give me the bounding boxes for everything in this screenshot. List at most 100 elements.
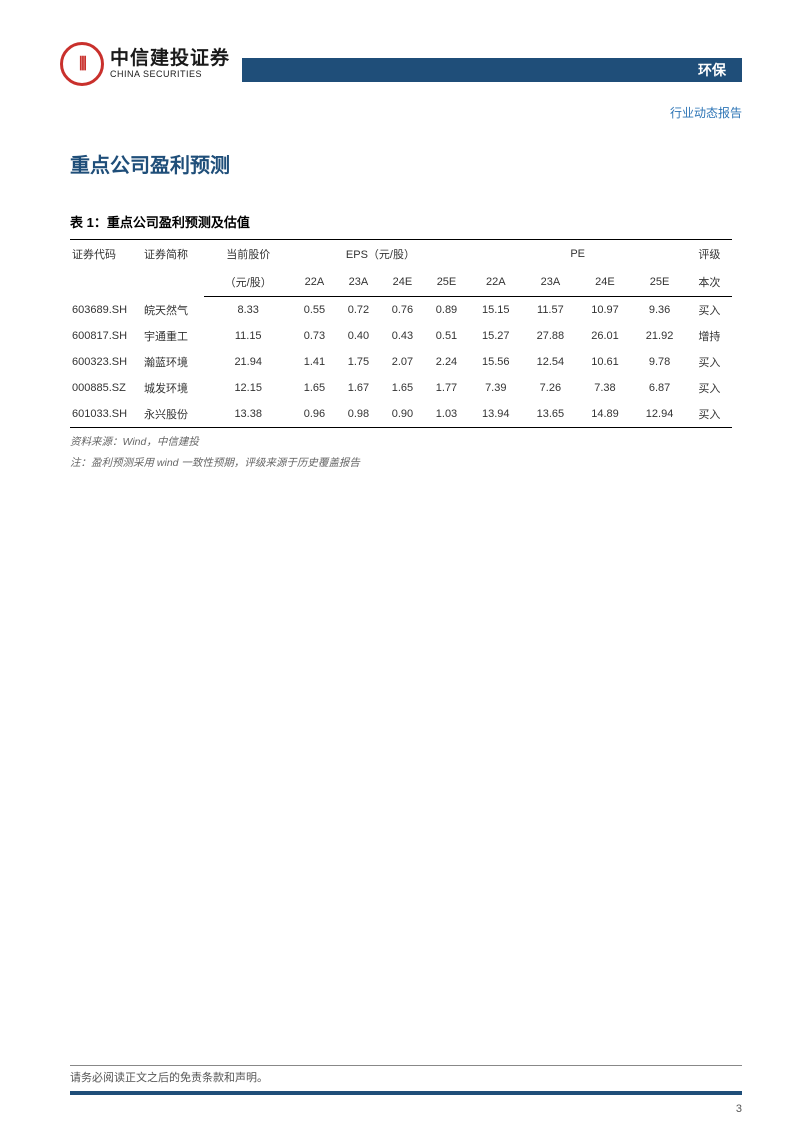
- header-category-bar: 环保: [242, 58, 742, 82]
- table-cell: 0.73: [292, 323, 336, 349]
- table-cell: 买入: [687, 349, 732, 375]
- table-cell: 13.38: [204, 401, 292, 428]
- table-cell: 8.33: [204, 297, 292, 324]
- table-cell: 26.01: [578, 323, 633, 349]
- table-cell: 0.96: [292, 401, 336, 428]
- table-cell: 1.41: [292, 349, 336, 375]
- table-cell: 皖天然气: [142, 297, 204, 324]
- table-cell: 0.51: [424, 323, 468, 349]
- table-cell: 1.65: [292, 375, 336, 401]
- table-cell: 600817.SH: [70, 323, 142, 349]
- table-cell: 永兴股份: [142, 401, 204, 428]
- table-cell: 7.38: [578, 375, 633, 401]
- table-cell: 2.07: [380, 349, 424, 375]
- logo-english: CHINA SECURITIES: [110, 70, 230, 80]
- th-eps-25e: 25E: [424, 268, 468, 297]
- report-type-label: 行业动态报告: [0, 86, 802, 121]
- th-pe-24e: 24E: [578, 268, 633, 297]
- page-header: ⦀ 中信建投证券 CHINA SECURITIES 环保: [0, 0, 802, 86]
- table-cell: 12.15: [204, 375, 292, 401]
- table-cell: 10.61: [578, 349, 633, 375]
- table-cell: 0.89: [424, 297, 468, 324]
- th-code: 证券代码: [70, 240, 142, 297]
- th-pe-group: PE: [468, 240, 686, 269]
- table-header: 证券代码 证券简称 当前股价 EPS（元/股） PE 评级 （元/股） 22A …: [70, 240, 732, 297]
- table-cell: 1.75: [336, 349, 380, 375]
- table-row: 601033.SH永兴股份13.380.960.980.901.0313.941…: [70, 401, 732, 428]
- table-cell: 增持: [687, 323, 732, 349]
- table-cell: 0.98: [336, 401, 380, 428]
- table-cell: 0.76: [380, 297, 424, 324]
- th-eps-22a: 22A: [292, 268, 336, 297]
- table-cell: 0.43: [380, 323, 424, 349]
- table-cell: 城发环境: [142, 375, 204, 401]
- table-cell: 11.15: [204, 323, 292, 349]
- table-cell: 21.92: [632, 323, 687, 349]
- table-body: 603689.SH皖天然气8.330.550.720.760.8915.1511…: [70, 297, 732, 428]
- table-row: 000885.SZ城发环境12.151.651.671.651.777.397.…: [70, 375, 732, 401]
- th-rating: 评级: [687, 240, 732, 269]
- company-logo: ⦀ 中信建投证券 CHINA SECURITIES: [60, 42, 230, 86]
- table-cell: 15.56: [468, 349, 523, 375]
- table-cell: 9.78: [632, 349, 687, 375]
- table-cell: 0.72: [336, 297, 380, 324]
- page-number: 3: [736, 1103, 742, 1115]
- table-cell: 603689.SH: [70, 297, 142, 324]
- table-cell: 27.88: [523, 323, 578, 349]
- th-price: 当前股价: [204, 240, 292, 269]
- table-cell: 1.65: [380, 375, 424, 401]
- table-cell: 买入: [687, 297, 732, 324]
- table-cell: 13.94: [468, 401, 523, 428]
- th-eps-group: EPS（元/股）: [292, 240, 468, 269]
- source-note: 资料来源：Wind，中信建投: [70, 434, 732, 449]
- table-cell: 1.77: [424, 375, 468, 401]
- table-cell: 1.67: [336, 375, 380, 401]
- main-content: 重点公司盈利预测 表 1：重点公司盈利预测及估值 证券代码 证券简称 当前股价 …: [0, 121, 802, 470]
- table-cell: 7.39: [468, 375, 523, 401]
- section-title: 重点公司盈利预测: [70, 149, 732, 178]
- disclaimer-text: 请务必阅读正文之后的免责条款和声明。: [70, 1065, 742, 1085]
- forecast-table: 证券代码 证券简称 当前股价 EPS（元/股） PE 评级 （元/股） 22A …: [70, 239, 732, 428]
- table-cell: 6.87: [632, 375, 687, 401]
- th-pe-25e: 25E: [632, 268, 687, 297]
- category-label: 环保: [698, 60, 726, 80]
- table-cell: 宇通重工: [142, 323, 204, 349]
- table-cell: 0.40: [336, 323, 380, 349]
- th-rating-sub: 本次: [687, 268, 732, 297]
- th-eps-24e: 24E: [380, 268, 424, 297]
- table-cell: 14.89: [578, 401, 633, 428]
- table-cell: 9.36: [632, 297, 687, 324]
- table-cell: 12.94: [632, 401, 687, 428]
- footer-accent-bar: [70, 1091, 742, 1095]
- th-name: 证券简称: [142, 240, 204, 297]
- table-cell: 11.57: [523, 297, 578, 324]
- table-caption: 表 1：重点公司盈利预测及估值: [70, 212, 732, 231]
- table-cell: 0.90: [380, 401, 424, 428]
- table-cell: 1.03: [424, 401, 468, 428]
- logo-icon: ⦀: [60, 42, 104, 86]
- th-pe-22a: 22A: [468, 268, 523, 297]
- table-cell: 瀚蓝环境: [142, 349, 204, 375]
- th-pe-23a: 23A: [523, 268, 578, 297]
- table-cell: 13.65: [523, 401, 578, 428]
- table-cell: 买入: [687, 375, 732, 401]
- table-cell: 15.27: [468, 323, 523, 349]
- th-eps-23a: 23A: [336, 268, 380, 297]
- table-cell: 10.97: [578, 297, 633, 324]
- table-cell: 12.54: [523, 349, 578, 375]
- table-cell: 买入: [687, 401, 732, 428]
- table-cell: 2.24: [424, 349, 468, 375]
- table-row: 600817.SH宇通重工11.150.730.400.430.5115.272…: [70, 323, 732, 349]
- table-cell: 21.94: [204, 349, 292, 375]
- logo-chinese: 中信建投证券: [110, 49, 230, 70]
- table-cell: 000885.SZ: [70, 375, 142, 401]
- table-cell: 0.55: [292, 297, 336, 324]
- table-cell: 601033.SH: [70, 401, 142, 428]
- table-cell: 15.15: [468, 297, 523, 324]
- method-note: 注：盈利预测采用 wind 一致性预期，评级来源于历史覆盖报告: [70, 455, 732, 470]
- logo-glyph: ⦀: [79, 54, 85, 75]
- logo-text-block: 中信建投证券 CHINA SECURITIES: [110, 49, 230, 80]
- table-row: 600323.SH瀚蓝环境21.941.411.752.072.2415.561…: [70, 349, 732, 375]
- table-row: 603689.SH皖天然气8.330.550.720.760.8915.1511…: [70, 297, 732, 324]
- table-cell: 600323.SH: [70, 349, 142, 375]
